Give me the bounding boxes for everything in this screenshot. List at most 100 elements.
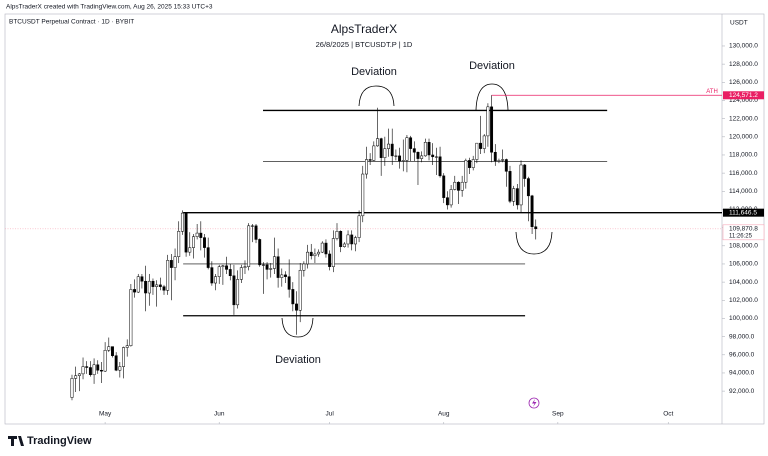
- candle-body: [482, 135, 486, 149]
- candle-body: [438, 156, 442, 177]
- y-tick-label: 92,000.0: [729, 388, 755, 395]
- chart-title: AlpsTraderX: [331, 22, 397, 36]
- logo-mark: [8, 436, 24, 446]
- candle-body: [357, 215, 361, 238]
- candle-body: [140, 276, 144, 282]
- candle-body: [243, 266, 247, 268]
- candle-body: [364, 159, 368, 175]
- candle-body: [412, 148, 416, 153]
- candle-body: [99, 369, 103, 372]
- symbol-info: BTCUSDT Perpetual Contract · 1D · BYBIT: [9, 19, 134, 26]
- x-tick-label: Jun: [214, 411, 225, 418]
- x-tick-label: Aug: [438, 411, 450, 418]
- candle-body: [519, 164, 523, 206]
- y-tick-label: 130,000.0: [729, 43, 758, 50]
- candle-body: [199, 232, 203, 238]
- candle-body: [239, 267, 243, 280]
- event-icon[interactable]: [528, 397, 540, 409]
- y-tick-label: 126,000.0: [729, 79, 758, 86]
- candle-body: [526, 178, 530, 197]
- candle-body: [151, 280, 155, 287]
- candle-body: [136, 276, 140, 293]
- candle-body: [342, 243, 346, 247]
- candle-body: [144, 280, 148, 294]
- candle-body: [361, 173, 365, 217]
- candle-body: [169, 260, 173, 268]
- last-tag-bg: [723, 224, 764, 240]
- y-tick-label: 118,000.0: [729, 152, 758, 159]
- candle-body: [442, 175, 446, 198]
- candle-body: [317, 251, 321, 255]
- candle-body: [103, 349, 107, 372]
- candle-body: [247, 225, 251, 267]
- candle-body: [210, 267, 214, 284]
- candle-body: [420, 155, 424, 159]
- candle-body: [457, 181, 460, 191]
- candle-body: [85, 366, 89, 368]
- x-tick-label: Oct: [663, 411, 673, 418]
- candle-body: [250, 225, 254, 227]
- level-tag-bg: [723, 208, 764, 217]
- candle-body: [504, 159, 508, 172]
- candle-body: [122, 347, 125, 367]
- candle-body: [324, 242, 328, 255]
- candle-body: [291, 289, 295, 305]
- candle-body: [184, 212, 188, 253]
- deviation-arc: [515, 231, 553, 255]
- candle-body: [530, 195, 534, 227]
- y-tick-label: 120,000.0: [729, 134, 758, 141]
- candle-body: [88, 367, 92, 376]
- deviation-arc: [358, 85, 395, 107]
- ath-tag-bg: [723, 91, 764, 100]
- deviation-arc: [475, 83, 509, 111]
- candle-body: [486, 106, 490, 137]
- annotation: Deviation: [351, 66, 397, 78]
- candle-body: [508, 171, 512, 202]
- candle-body: [74, 375, 78, 379]
- candle-body: [501, 159, 505, 161]
- candle-body: [453, 181, 457, 190]
- candle-body: [353, 237, 357, 245]
- y-tick-label: 94,000.0: [729, 370, 755, 377]
- candle-body: [188, 247, 192, 253]
- candle-body: [479, 142, 482, 149]
- candle-body: [287, 276, 291, 290]
- x-tick-label: Sep: [552, 411, 564, 418]
- candle-body: [401, 160, 405, 162]
- candle-body: [320, 242, 324, 253]
- candle-body: [449, 189, 453, 206]
- chart-subtitle: 26/8/2025 | BTCUSDT.P | 1D: [316, 40, 413, 49]
- x-tick-label: Jul: [325, 411, 334, 418]
- candle-body: [258, 239, 262, 266]
- ath-text: ATH: [706, 89, 718, 95]
- candle-body: [173, 256, 177, 268]
- candle-body: [155, 284, 159, 287]
- currency: USDT: [730, 20, 748, 27]
- candle-body: [111, 346, 114, 356]
- annotation: Deviation: [469, 60, 515, 72]
- candle-body: [147, 280, 151, 294]
- candle-body: [460, 181, 464, 191]
- candle-body: [276, 256, 280, 278]
- candle-body: [280, 274, 284, 278]
- y-tick-label: 104,000.0: [729, 279, 758, 286]
- y-tick-label: 116,000.0: [729, 170, 758, 177]
- candle-body: [427, 142, 431, 156]
- candle-body: [236, 279, 240, 306]
- candle-body: [383, 148, 387, 158]
- candle-body: [390, 143, 394, 157]
- candle-body: [133, 289, 137, 293]
- candle-body: [346, 234, 350, 245]
- candle-body: [493, 151, 497, 162]
- candle-body: [431, 154, 435, 158]
- candle-body: [471, 159, 475, 168]
- candle-body: [523, 164, 527, 179]
- candle-body: [339, 231, 343, 247]
- y-tick-label: 102,000.0: [729, 297, 758, 304]
- deviation-arc: [281, 317, 314, 338]
- candle-body: [423, 142, 427, 157]
- candle-body: [468, 160, 471, 168]
- y-tick-label: 106,000.0: [729, 261, 758, 268]
- candle-body: [372, 145, 376, 161]
